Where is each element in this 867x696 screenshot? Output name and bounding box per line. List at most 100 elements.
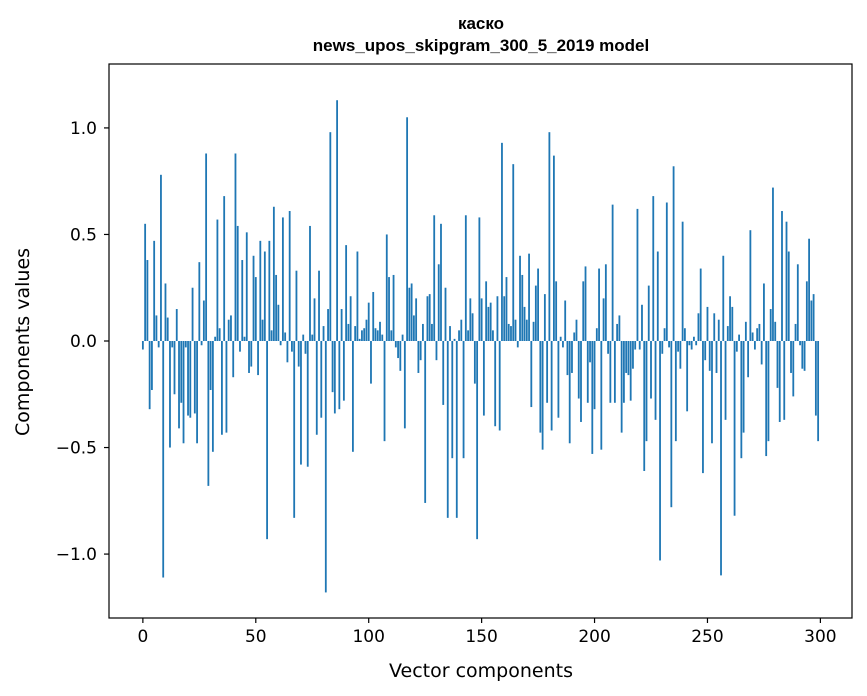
bar-143 xyxy=(464,215,467,341)
bar-262 xyxy=(733,341,736,516)
bar-34 xyxy=(218,328,221,341)
bar-202 xyxy=(598,268,600,341)
bar-194 xyxy=(580,341,582,422)
bar-215 xyxy=(627,341,630,376)
bar-208 xyxy=(611,204,614,341)
bar-120 xyxy=(412,315,415,341)
bar-292 xyxy=(801,341,804,369)
bar-138 xyxy=(453,338,456,341)
bar-252 xyxy=(711,341,713,444)
bar-160 xyxy=(503,296,506,341)
bar-26 xyxy=(200,341,203,346)
bar-276 xyxy=(765,341,768,457)
bar-162 xyxy=(507,323,510,341)
bar-234 xyxy=(670,341,673,508)
bar-53 xyxy=(261,319,264,341)
bar-68 xyxy=(295,270,298,341)
bar-217 xyxy=(632,341,634,369)
bar-61 xyxy=(279,341,282,346)
bar-107 xyxy=(383,341,386,442)
bar-82 xyxy=(327,309,329,341)
bar-18 xyxy=(182,341,185,444)
bar-123 xyxy=(419,341,422,361)
bar-101 xyxy=(370,341,372,384)
bar-279 xyxy=(772,187,774,341)
bar-294 xyxy=(805,281,808,341)
bar-126 xyxy=(426,296,429,341)
bar-197 xyxy=(586,341,589,403)
bar-60 xyxy=(277,304,280,341)
bar-72 xyxy=(304,341,307,354)
bar-142 xyxy=(462,341,465,459)
bar-46 xyxy=(245,232,248,341)
bar-299 xyxy=(817,341,820,442)
bar-0 xyxy=(141,341,144,350)
bar-55 xyxy=(266,341,268,540)
bar-35 xyxy=(221,341,223,435)
x-tick-label: 250 xyxy=(691,627,723,647)
bar-296 xyxy=(810,300,813,341)
bar-129 xyxy=(433,215,436,341)
bar-45 xyxy=(243,336,246,341)
bar-128 xyxy=(431,323,433,341)
bar-155 xyxy=(492,330,494,341)
bar-17 xyxy=(180,341,183,403)
bar-240 xyxy=(683,328,686,341)
bar-257 xyxy=(722,255,725,341)
bar-125 xyxy=(424,341,427,503)
x-tick-label: 150 xyxy=(465,627,497,647)
bar-285 xyxy=(785,221,788,341)
bar-216 xyxy=(629,341,632,401)
bar-239 xyxy=(681,221,684,341)
bar-191 xyxy=(573,332,576,341)
bar-77 xyxy=(315,341,318,435)
bar-241 xyxy=(686,341,689,412)
bar-148 xyxy=(476,341,479,540)
x-tick-label: 300 xyxy=(804,627,836,647)
bar-134 xyxy=(444,287,447,341)
bar-167 xyxy=(519,255,521,341)
bar-97 xyxy=(361,330,363,341)
bar-205 xyxy=(604,264,607,341)
bar-90 xyxy=(345,245,348,341)
bar-54 xyxy=(263,251,266,341)
bar-21 xyxy=(189,341,192,418)
bar-291 xyxy=(799,341,801,346)
bar-43 xyxy=(239,341,241,352)
bar-145 xyxy=(469,298,472,341)
y-tick-label: −1.0 xyxy=(56,545,97,565)
bar-204 xyxy=(602,298,605,341)
bar-149 xyxy=(478,217,481,341)
bar-89 xyxy=(342,341,345,401)
bar-221 xyxy=(641,304,643,341)
bar-108 xyxy=(385,234,388,341)
bar-15 xyxy=(175,309,178,341)
bar-198 xyxy=(589,341,591,363)
bar-16 xyxy=(178,341,180,429)
bar-230 xyxy=(661,341,664,354)
bar-22 xyxy=(191,287,194,341)
bar-79 xyxy=(320,341,323,418)
bar-161 xyxy=(505,277,508,341)
bar-174 xyxy=(534,285,537,341)
bar-47 xyxy=(248,341,250,373)
bar-31 xyxy=(211,341,214,452)
bar-286 xyxy=(787,251,790,341)
bar-207 xyxy=(609,341,612,403)
bar-289 xyxy=(794,323,797,341)
bar-50 xyxy=(254,277,257,341)
bar-176 xyxy=(539,341,542,433)
bar-281 xyxy=(776,341,779,388)
bar-110 xyxy=(390,330,393,341)
bar-71 xyxy=(302,334,305,341)
bar-74 xyxy=(309,225,311,341)
bar-226 xyxy=(652,196,655,341)
bar-231 xyxy=(663,328,666,341)
bar-248 xyxy=(702,341,704,474)
bar-series xyxy=(141,100,820,593)
bar-243 xyxy=(690,341,693,350)
bar-277 xyxy=(767,341,770,442)
bar-153 xyxy=(487,306,490,341)
bar-135 xyxy=(446,341,449,518)
